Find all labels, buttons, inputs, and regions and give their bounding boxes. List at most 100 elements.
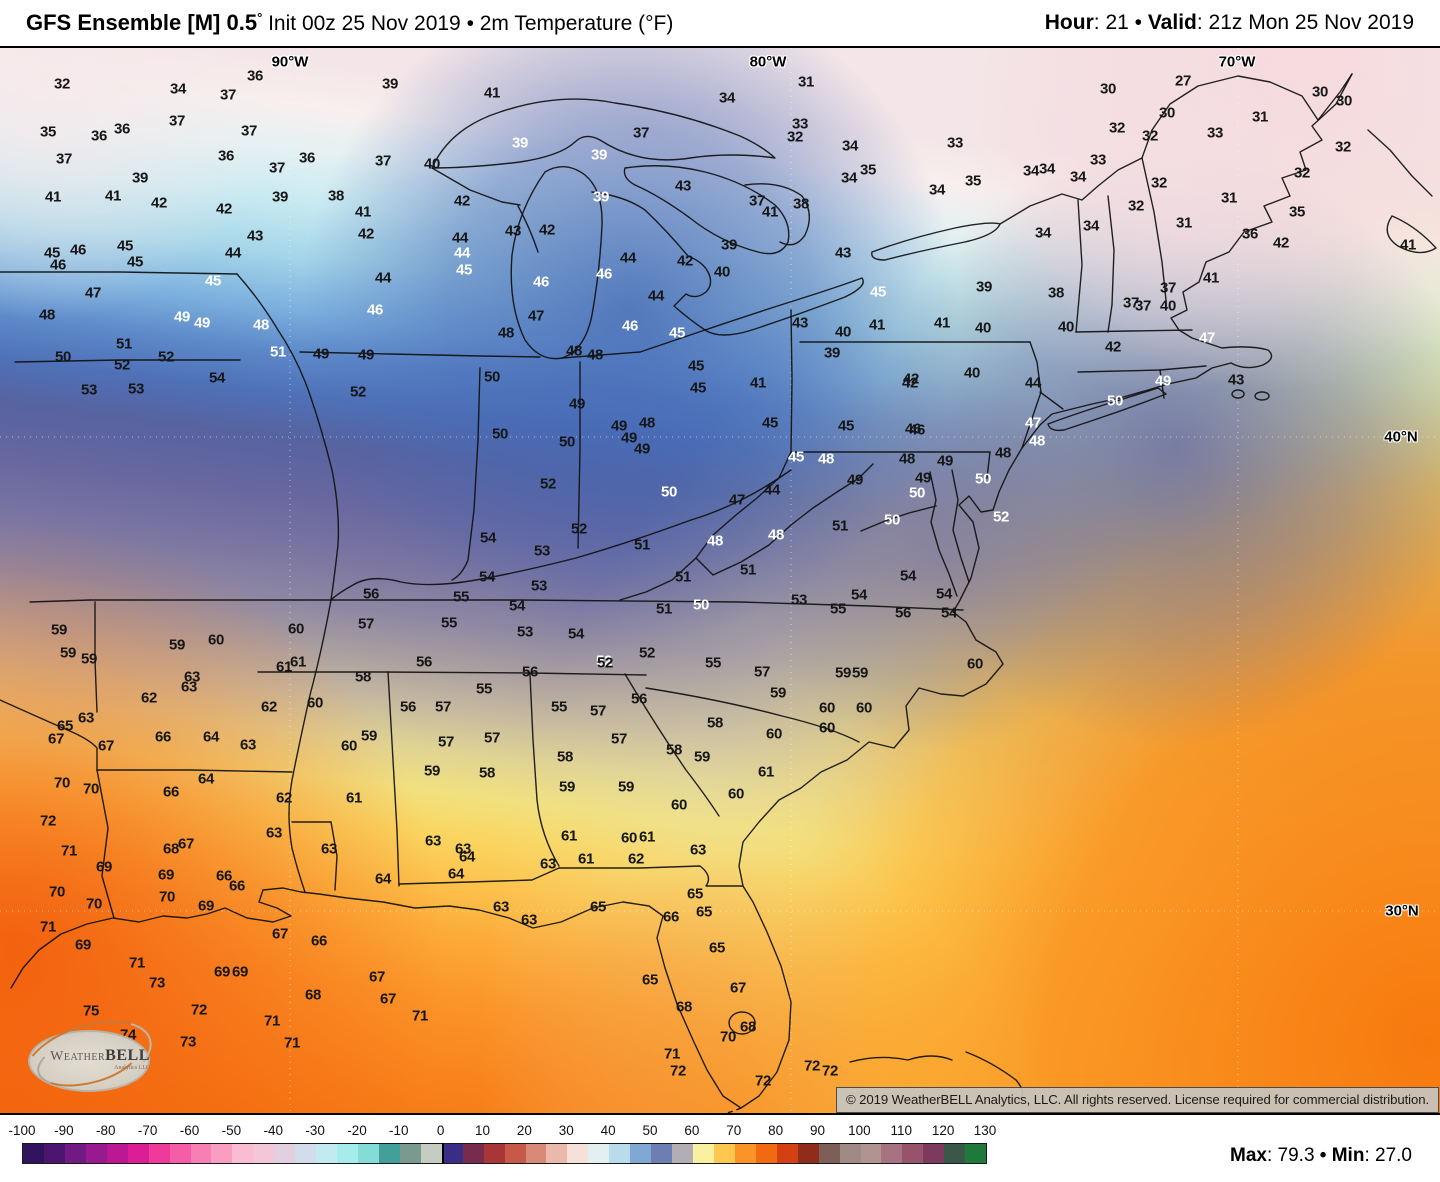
colorbar-segment: [106, 1144, 128, 1163]
hour-label: Hour: [1044, 11, 1094, 34]
hour-value: 21: [1105, 11, 1129, 34]
colorbar-segments: [23, 1144, 987, 1163]
colorbar-tick-label: -20: [347, 1123, 367, 1138]
lake-ontario: [871, 222, 1001, 261]
colorbar-segment: [483, 1144, 505, 1163]
lake-huron: [623, 165, 790, 255]
colorbar-segment: [190, 1144, 212, 1163]
colorbar-segment: [609, 1144, 631, 1163]
colorbar-tick-label: 100: [848, 1123, 871, 1138]
colorbar-segment: [85, 1144, 107, 1163]
colorbar-tick-label: -30: [305, 1123, 325, 1138]
colorbar-segment: [630, 1144, 652, 1163]
colorbar-tick-label: -10: [389, 1123, 409, 1138]
separator: :: [1364, 1145, 1376, 1166]
colorbar-tick-label: -70: [137, 1123, 158, 1138]
colorbar-segment: [399, 1144, 421, 1163]
colorbar-segment: [881, 1144, 903, 1163]
separator: •: [1128, 11, 1148, 34]
title-init-variable: Init 00z 25 Nov 2019 • 2m Temperature (°…: [262, 12, 674, 35]
logo-weather: Weather: [50, 1049, 106, 1064]
colorbar-segment: [337, 1144, 358, 1163]
colorbar-tick-label: 90: [810, 1123, 826, 1138]
colorbar-segment: [232, 1144, 254, 1163]
valid-label: Valid: [1147, 11, 1197, 34]
colorbar-segment: [441, 1144, 463, 1163]
colorbar-segment: [755, 1144, 777, 1163]
colorbar-zero-divider: [441, 1143, 444, 1164]
mississippi-river: [236, 273, 340, 893]
colorbar-tick-label: -80: [95, 1123, 116, 1138]
kentucky-virginia-line: [89, 599, 964, 611]
maine-border: [1141, 73, 1353, 159]
separator: :: [1093, 11, 1106, 34]
logo-subtitle: Analytics LLC: [114, 1065, 150, 1071]
atlantic-gulf-coastline: [10, 73, 1353, 1109]
lower-michigan: [591, 191, 712, 331]
colorbar-segment: [818, 1144, 840, 1163]
title-model: GFS Ensemble [M] 0.5: [26, 10, 258, 35]
colorbar-segment: [64, 1144, 86, 1163]
colorbar-segment: [274, 1144, 296, 1163]
nova-scotia-coast: [1367, 129, 1437, 254]
colorbar-segment: [525, 1144, 547, 1163]
graticule-lines: [0, 48, 1440, 1113]
colorbar-segment: [504, 1144, 526, 1163]
colorbar-tick-label: 30: [558, 1123, 574, 1138]
colorbar-tick-label: 20: [516, 1123, 532, 1138]
lake-superior: [431, 98, 776, 169]
colorbar-segment: [211, 1144, 233, 1163]
colorbar-segment: [651, 1144, 673, 1163]
colorbar-segment: [462, 1144, 484, 1163]
colorbar-segment: [672, 1144, 693, 1163]
colorbar-segment: [860, 1144, 882, 1163]
colorbar-segment: [378, 1144, 400, 1163]
colorbar-tick-label: 70: [726, 1123, 742, 1138]
max-min-readout: Max: 79.3 • Min: 27.0: [1230, 1145, 1412, 1167]
colorbar-tick-label: 80: [768, 1123, 784, 1138]
long-island: [1047, 387, 1167, 432]
max-label: Max: [1230, 1145, 1267, 1166]
logo-wordmark: WeatherBELL Analytics LLC: [24, 1047, 176, 1072]
colorbar-segment: [776, 1144, 798, 1163]
footer: -100 -90 -80 -70 -60 -50 -40 -30 -20 -10 0 10 20 30 40…: [0, 1113, 1440, 1182]
colorbar-tick-label: 110: [890, 1123, 913, 1138]
colorbar-tick-label: -50: [221, 1123, 242, 1138]
colorbar-segment: [902, 1144, 924, 1163]
header: GFS Ensemble [M] 0.5° Init 00z 25 Nov 20…: [0, 0, 1440, 48]
colorbar-tick-label: 130: [973, 1123, 997, 1138]
colorbar-segment: [148, 1144, 170, 1163]
lake-okeechobee: [728, 1011, 756, 1035]
chesapeake-bay: [929, 469, 970, 597]
delaware-river: [1021, 341, 1042, 449]
colorbar-segment: [420, 1144, 442, 1163]
florida-keys: [724, 1107, 742, 1113]
colorbar-segment: [316, 1144, 338, 1163]
logo-swirl-icon: [28, 1030, 150, 1092]
map-title: GFS Ensemble [M] 0.5° Init 00z 25 Nov 20…: [26, 10, 673, 36]
colorbar-tick-label: -60: [179, 1123, 200, 1138]
colorbar-segment: [23, 1144, 44, 1163]
colorbar-tick-label: -40: [263, 1123, 283, 1138]
colorbar-segment: [734, 1144, 756, 1163]
separator: •: [1314, 1145, 1332, 1166]
max-value: 79.3: [1277, 1145, 1315, 1166]
lake-erie: [704, 277, 864, 336]
colorbar-tick-label: 120: [931, 1123, 955, 1138]
colorbar-tick-label: -100: [8, 1123, 36, 1138]
separator: :: [1196, 11, 1209, 34]
st-lawrence: [999, 157, 1143, 225]
colorbar-segment: [693, 1144, 714, 1163]
colorbar-segment: [295, 1144, 317, 1163]
valid-value: 21z Mon 25 Nov 2019: [1208, 11, 1414, 34]
separator: :: [1266, 1145, 1278, 1166]
degree-symbol: °: [257, 10, 263, 25]
colorbar-segment: [546, 1144, 568, 1163]
colorbar-segment: [127, 1144, 149, 1163]
min-value: 27.0: [1375, 1145, 1412, 1166]
logo-bell: BELL: [105, 1047, 150, 1064]
colorbar-tick-label: -90: [54, 1123, 74, 1138]
potomac-river: [860, 505, 937, 532]
min-label: Min: [1331, 1145, 1365, 1166]
